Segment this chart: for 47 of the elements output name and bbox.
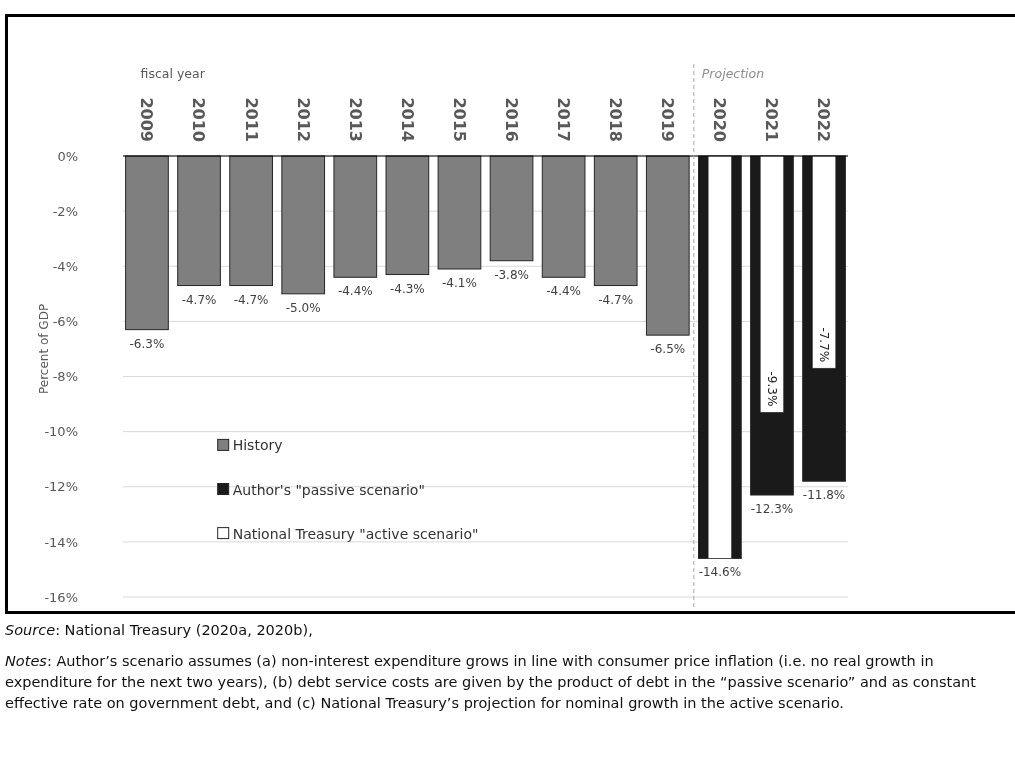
data-label: -3.8% xyxy=(494,267,529,282)
y-tick-label: -4% xyxy=(52,258,78,274)
x-tick-label: 2021 xyxy=(762,97,782,142)
x-tick-label: 2010 xyxy=(189,97,209,142)
x-tick-label: 2020 xyxy=(710,97,730,142)
x-tick-label: 2014 xyxy=(397,97,417,142)
x-tick-label: 2013 xyxy=(345,97,365,142)
data-label: -4.4% xyxy=(337,284,373,299)
data-label: -7.7% xyxy=(816,327,831,363)
data-label: -5.0% xyxy=(285,300,321,315)
source-note: Source: National Treasury (2020a, 2020b), xyxy=(5,622,313,638)
x-tick-label: 2018 xyxy=(606,97,626,142)
y-tick-label: 0% xyxy=(57,148,78,164)
data-label: -4.4% xyxy=(546,284,582,299)
legend-label: Author's "passive scenario" xyxy=(232,481,425,498)
y-axis-title: Percent of GDP xyxy=(37,303,51,394)
data-label: -11.8% xyxy=(802,488,846,503)
x-tick-label: 2016 xyxy=(501,97,521,142)
data-label: -4.7% xyxy=(181,292,217,307)
x-tick-label: 2017 xyxy=(554,97,574,142)
data-label: -9.3% xyxy=(764,371,779,407)
y-tick-label: -10% xyxy=(44,424,78,440)
y-tick-label: -16% xyxy=(44,589,78,605)
x-tick-label: 2022 xyxy=(814,97,834,142)
y-tick-label: -6% xyxy=(52,314,78,330)
x-tick-label: 2009 xyxy=(137,97,157,142)
data-label: -4.1% xyxy=(442,276,477,291)
ref-line-label: Projection xyxy=(701,66,765,81)
y-tick-label: -2% xyxy=(52,203,78,219)
y-tick-label: -8% xyxy=(52,369,78,385)
x-tick-label: 2015 xyxy=(449,97,469,142)
legend-label: History xyxy=(232,437,283,454)
data-label: -14.6% xyxy=(698,565,742,580)
y-tick-label: -12% xyxy=(44,479,78,495)
data-label: -4.3% xyxy=(389,281,425,296)
x-tick-label: 2019 xyxy=(658,97,678,142)
text: Notes: Author’s scenario assumes (a) non-interest expenditure grows in line with consumer price inflation (i.e. no real growth in expenditure for the next two years), (b) debt service costs are given by the product of debt in the “passive scenario” and as constant effective rate on government debt, and (c) National Treasury’s projection for nominal growth in the active scenario. xyxy=(5,653,976,711)
data-label: -4.7% xyxy=(598,292,634,307)
y-tick-label: -14% xyxy=(44,534,78,550)
x-axis-title: fiscal year xyxy=(140,66,206,81)
x-tick-label: 2012 xyxy=(293,97,313,142)
data-label: -4.7% xyxy=(233,292,269,307)
data-label: -6.3% xyxy=(129,336,165,351)
data-label: -12.3% xyxy=(750,502,794,517)
legend-label: National Treasury "active scenario" xyxy=(232,525,479,542)
x-tick-label: 2011 xyxy=(241,97,261,142)
data-label: -6.5% xyxy=(650,342,686,357)
